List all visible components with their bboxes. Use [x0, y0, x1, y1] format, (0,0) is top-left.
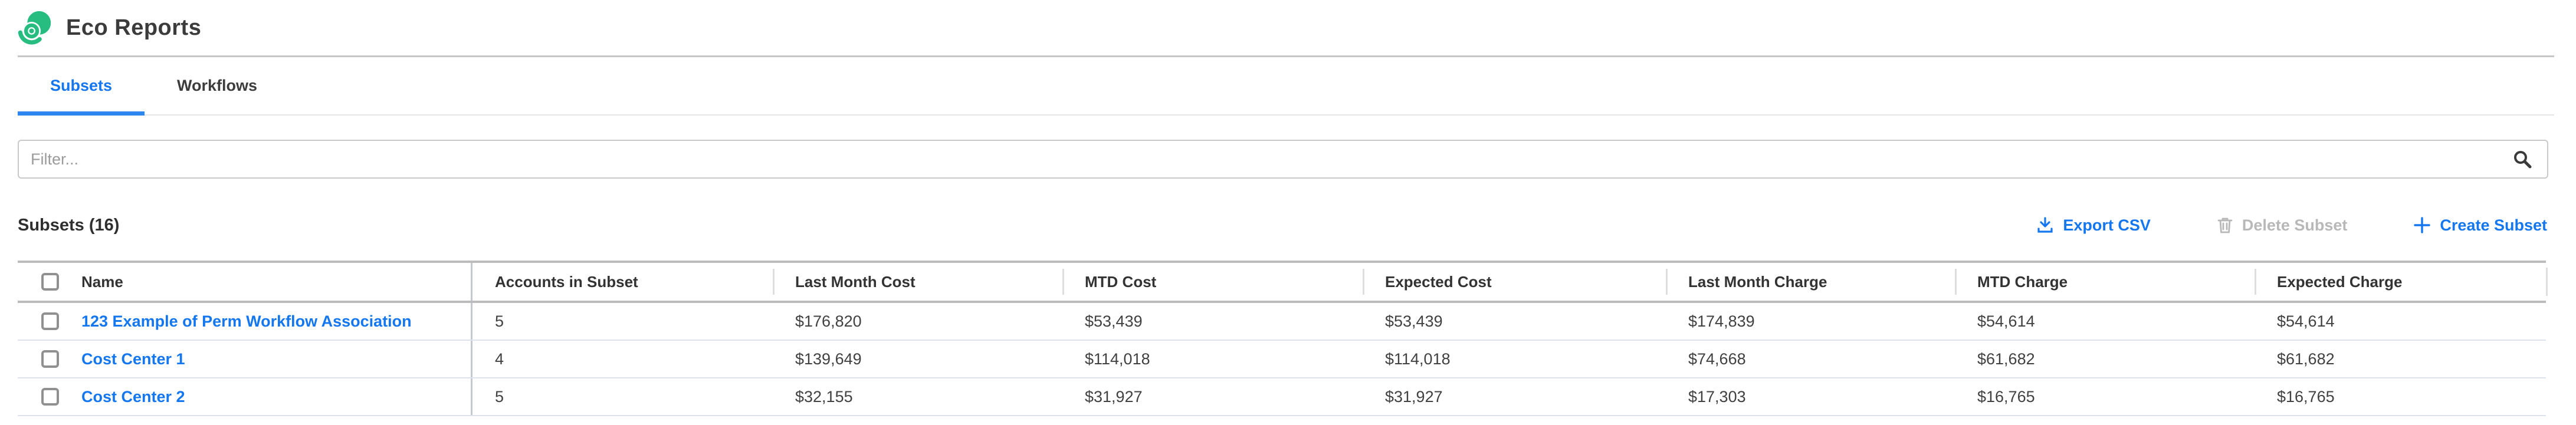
table-header-row: Name Accounts in Subset Last Month Cost … — [18, 263, 2546, 303]
app-header: Eco Reports — [18, 0, 2554, 57]
page: Eco Reports Subsets Workflows Subsets (1… — [18, 0, 2554, 416]
select-all-checkbox[interactable] — [41, 273, 59, 291]
last-month-charge-cell: $17,303 — [1688, 387, 1746, 406]
mtd-charge-cell: $61,682 — [1977, 350, 2035, 368]
row-checkbox[interactable] — [41, 312, 59, 330]
table-row: Cost Center 1 4 $139,649 $114,018 $114,0… — [18, 341, 2546, 378]
row-checkbox[interactable] — [41, 388, 59, 406]
expected-charge-cell: $16,765 — [2277, 387, 2335, 406]
header-mtd-charge[interactable]: MTD Charge — [1955, 263, 2255, 301]
accounts-cell: 4 — [471, 341, 773, 377]
mtd-cost-cell: $53,439 — [1085, 312, 1143, 330]
mtd-cost-cell: $31,927 — [1085, 387, 1143, 406]
delete-subset-button[interactable]: Delete Subset — [2217, 216, 2348, 235]
last-month-cost-cell: $176,820 — [795, 312, 862, 330]
expected-cost-cell: $114,018 — [1385, 350, 1451, 368]
select-all-cell — [18, 263, 81, 301]
tab-subsets[interactable]: Subsets — [18, 57, 145, 116]
header-mtd-cost[interactable]: MTD Cost — [1062, 263, 1363, 301]
mtd-charge-cell: $16,765 — [1977, 387, 2035, 406]
filter-input[interactable] — [18, 140, 2548, 179]
row-checkbox[interactable] — [41, 350, 59, 368]
subset-name-cell: Cost Center 2 — [81, 378, 471, 415]
subset-name-cell: Cost Center 1 — [81, 341, 471, 377]
subset-name-cell: 123 Example of Perm Workflow Association — [81, 303, 471, 340]
section-title: Subsets (16) — [18, 215, 120, 235]
header-expected-cost[interactable]: Expected Cost — [1363, 263, 1666, 301]
mtd-charge-cell: $54,614 — [1977, 312, 2035, 330]
table-row: 123 Example of Perm Workflow Association… — [18, 303, 2546, 341]
trash-icon — [2217, 218, 2233, 233]
expected-cost-cell: $31,927 — [1385, 387, 1443, 406]
tab-bar: Subsets Workflows — [18, 57, 2554, 116]
export-csv-label: Export CSV — [2063, 216, 2151, 234]
accounts-cell: 5 — [471, 378, 773, 415]
expected-cost-cell: $53,439 — [1385, 312, 1443, 330]
header-accounts-in-subset[interactable]: Accounts in Subset — [471, 263, 773, 301]
subsets-table: Name Accounts in Subset Last Month Cost … — [18, 261, 2546, 416]
download-icon — [2037, 217, 2053, 233]
filter-bar — [18, 140, 2554, 179]
row-checkbox-cell — [18, 378, 81, 415]
subset-name-link[interactable]: 123 Example of Perm Workflow Association — [81, 312, 412, 330]
create-subset-button[interactable]: Create Subset — [2413, 216, 2547, 235]
page-title: Eco Reports — [66, 15, 202, 40]
header-expected-charge[interactable]: Expected Charge — [2255, 263, 2546, 301]
last-month-cost-cell: $32,155 — [795, 387, 853, 406]
last-month-charge-cell: $74,668 — [1688, 350, 1746, 368]
accounts-cell: 5 — [471, 303, 773, 340]
expected-charge-cell: $54,614 — [2277, 312, 2335, 330]
row-checkbox-cell — [18, 341, 81, 377]
plus-icon — [2414, 217, 2431, 233]
header-last-month-charge[interactable]: Last Month Charge — [1666, 263, 1955, 301]
subsets-toolbar: Subsets (16) Export CSV Delete Subset — [18, 209, 2554, 241]
search-icon[interactable] — [2513, 150, 2532, 169]
last-month-charge-cell: $174,839 — [1688, 312, 1755, 330]
expected-charge-cell: $61,682 — [2277, 350, 2335, 368]
header-last-month-cost[interactable]: Last Month Cost — [773, 263, 1062, 301]
create-subset-label: Create Subset — [2440, 216, 2547, 234]
last-month-cost-cell: $139,649 — [795, 350, 862, 368]
mtd-cost-cell: $114,018 — [1085, 350, 1150, 368]
eco-reports-logo-icon — [18, 11, 51, 45]
subset-name-link[interactable]: Cost Center 1 — [81, 350, 185, 368]
header-name[interactable]: Name — [81, 272, 123, 291]
table-row: Cost Center 2 5 $32,155 $31,927 $31,927 … — [18, 378, 2546, 416]
export-csv-button[interactable]: Export CSV — [2036, 216, 2151, 235]
toolbar-actions: Export CSV Delete Subset Create Subset — [2036, 216, 2547, 235]
delete-subset-label: Delete Subset — [2242, 216, 2348, 234]
tab-workflows[interactable]: Workflows — [145, 57, 290, 114]
tab-subsets-label: Subsets — [50, 77, 113, 94]
subset-name-link[interactable]: Cost Center 2 — [81, 387, 185, 406]
tab-workflows-label: Workflows — [177, 77, 258, 94]
row-checkbox-cell — [18, 303, 81, 340]
